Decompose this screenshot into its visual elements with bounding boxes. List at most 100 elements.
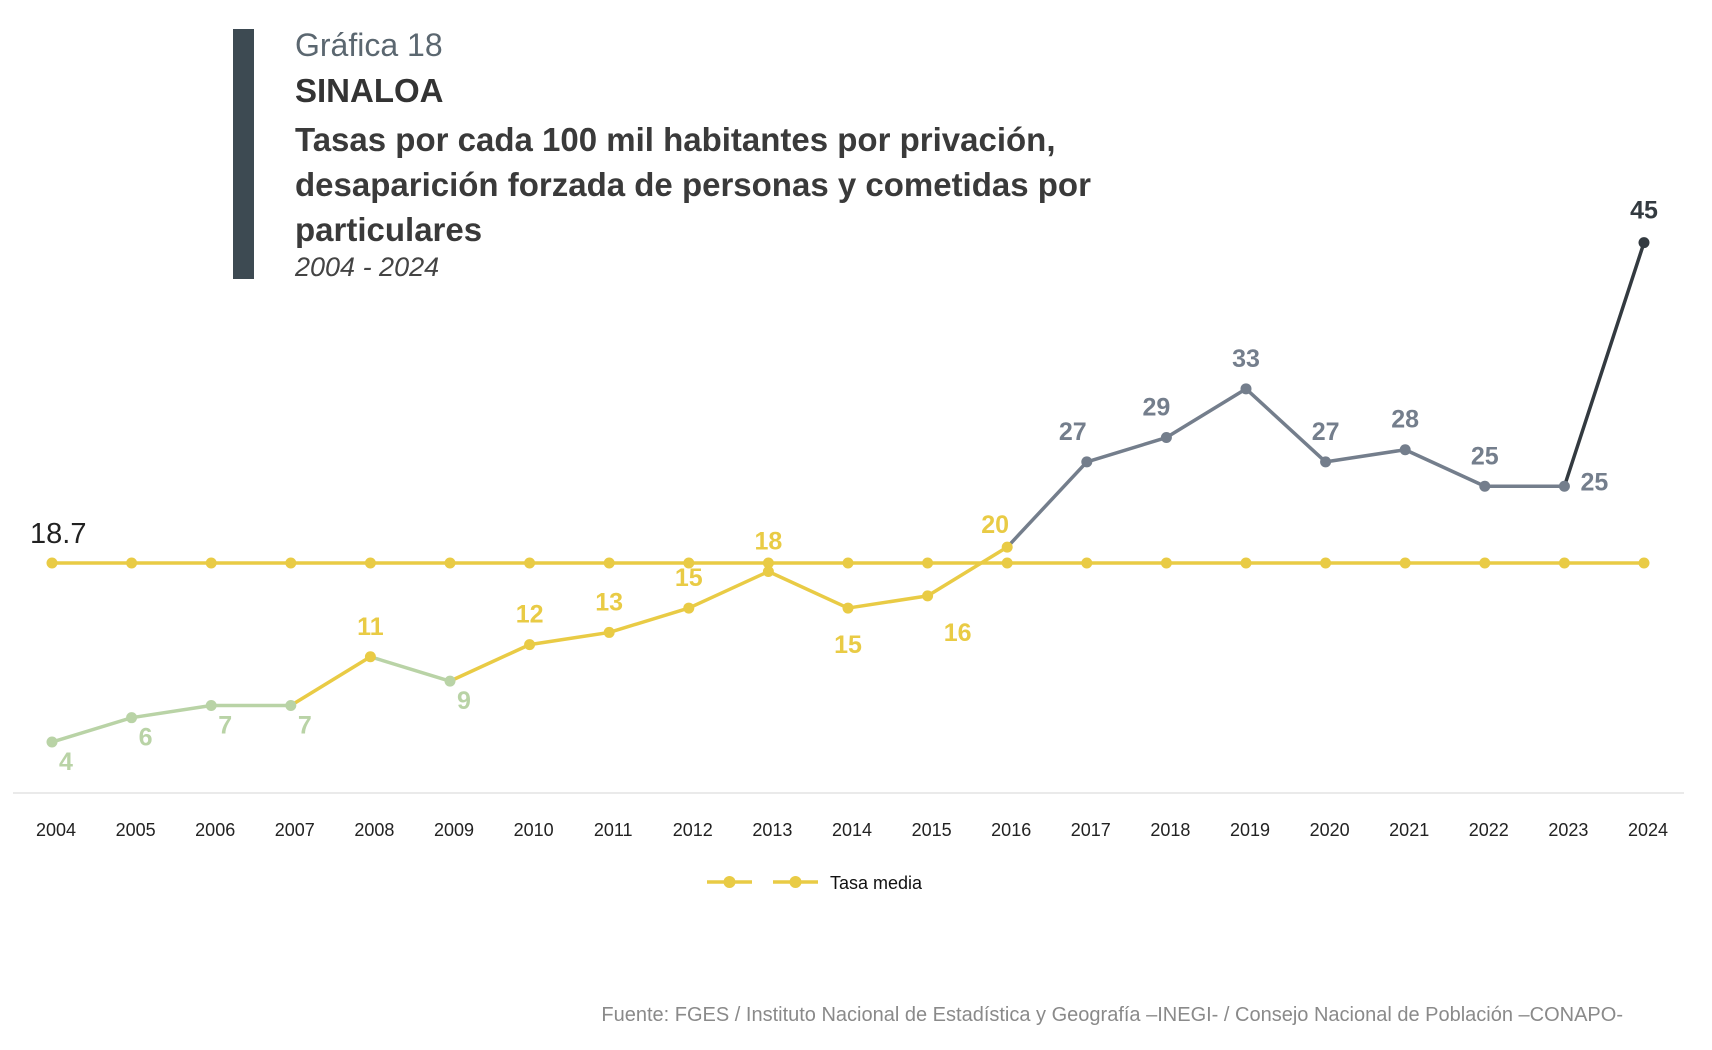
series-segment [1403,447,1487,489]
data-label: 15 [834,631,862,659]
data-point [1399,444,1411,456]
series-segment [846,594,930,610]
mean-point [1399,557,1411,569]
data-point [1160,432,1172,444]
legend-marker [789,876,802,888]
data-label: 27 [1059,418,1087,446]
legend-label: Tasa media [830,873,923,893]
x-tick-label: 2013 [752,820,792,840]
data-point [1240,383,1252,395]
data-label: 16 [944,619,972,647]
data-label: 7 [218,712,232,740]
x-tick-label: 2010 [514,820,554,840]
x-tick-label: 2004 [36,820,76,840]
mean-point [444,557,456,569]
chart-title: Tasas por cada 100 mil habitantes por pr… [295,121,1091,248]
mean-point [524,557,536,569]
data-label: 27 [1312,418,1340,446]
data-label: 11 [357,613,384,641]
series-segment [1005,460,1089,549]
series-segment [1164,387,1248,440]
x-tick-label: 2017 [1071,820,1111,840]
mean-point [1081,557,1093,569]
data-point [762,566,774,578]
mean-point [1240,557,1252,569]
legend-marker [723,876,736,888]
data-point [126,712,138,724]
x-tick-label: 2012 [673,820,713,840]
data-point [1320,456,1332,468]
data-label: 7 [298,712,312,740]
chart-state: SINALOA [295,72,444,109]
series-segment [766,569,850,610]
x-tick-label: 2016 [991,820,1031,840]
x-tick-label: 2024 [1628,820,1668,840]
x-tick-label: 2011 [594,820,633,840]
data-label: 6 [139,724,153,752]
mean-point [1558,557,1570,569]
mean-point [285,557,297,569]
series-segment [368,655,452,683]
mean-point [762,557,774,569]
title-accent-bar [233,29,254,279]
data-label: 13 [595,588,623,616]
mean-point [922,557,934,569]
data-label: 33 [1232,345,1260,373]
x-tick-label: 2015 [912,820,952,840]
mean-point [1320,557,1332,569]
data-label: 15 [675,564,703,592]
mean-value-label: 18.7 [30,518,86,550]
data-point [922,590,934,602]
data-label: 45 [1630,197,1658,225]
data-point [1638,237,1650,249]
x-tick-label: 2021 [1389,820,1429,840]
series-segment [607,606,691,635]
series-segment [1244,387,1328,464]
data-label: 20 [981,511,1009,539]
data-point [364,651,376,663]
series-segment [448,642,532,683]
series-segment [289,655,373,708]
mean-point [842,557,854,569]
mean-point [683,557,695,569]
series-segment [925,545,1009,598]
data-point [46,736,58,748]
series-segment [687,569,771,610]
data-label: 18 [754,528,782,556]
data-point [603,626,615,638]
mean-point [364,557,376,569]
x-tick-label: 2007 [275,820,315,840]
x-tick-label: 2019 [1230,820,1270,840]
mean-point [1160,557,1172,569]
mean-point [1001,557,1013,569]
source-note: Fuente: FGES / Instituto Nacional de Est… [601,1004,1623,1026]
data-point [205,700,217,712]
series-segment [1562,240,1646,489]
x-tick-label: 2023 [1548,820,1588,840]
data-label: 25 [1580,468,1608,496]
data-label: 25 [1471,442,1499,470]
data-point [1001,541,1013,553]
data-label: 12 [516,601,544,629]
data-point [842,602,854,614]
data-label: 29 [1142,394,1170,422]
mean-point [126,557,138,569]
data-point [285,700,297,712]
x-tick-label: 2006 [195,820,235,840]
data-point [683,602,695,614]
data-label: 4 [59,748,73,776]
x-tick-label: 2005 [116,820,156,840]
chart-number: Gráfica 18 [295,27,443,63]
mean-point [1638,557,1650,569]
data-label: 28 [1391,406,1419,434]
x-tick-label: 2018 [1150,820,1190,840]
mean-point [1479,557,1491,569]
mean-point [46,557,58,569]
data-point [1081,456,1093,468]
mean-point [603,557,615,569]
x-tick-label: 2022 [1469,820,1509,840]
mean-point [205,557,217,569]
data-point [1558,480,1570,492]
data-point [1479,480,1491,492]
